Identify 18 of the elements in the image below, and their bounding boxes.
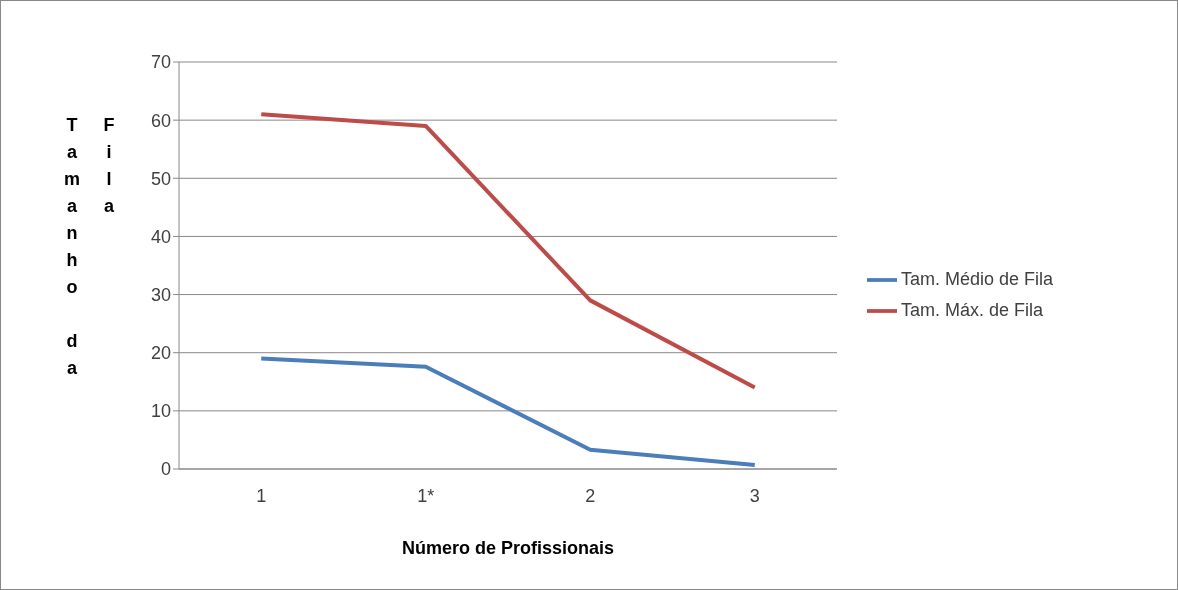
legend-label: Tam. Máx. de Fila — [901, 300, 1044, 320]
y-axis-title: Tamanho da Fila — [61, 115, 120, 387]
y-tick-label: 70 — [150, 52, 171, 73]
y-tick-label: 20 — [150, 343, 171, 364]
y-tick-label: 60 — [150, 110, 171, 131]
x-tick-label: 3 — [749, 485, 760, 506]
y-tick-label: 40 — [150, 226, 171, 247]
y-tick-label: 50 — [150, 168, 171, 189]
x-axis-title: Número de Profissionais — [401, 537, 615, 558]
line-series — [259, 112, 757, 390]
y-tick-label: 0 — [160, 459, 171, 480]
x-tick-label: 2 — [585, 485, 596, 506]
y-tick-label: 30 — [150, 284, 171, 305]
x-tick-label: 1 — [256, 485, 267, 506]
x-tick-label: 1* — [417, 485, 435, 506]
line-series — [259, 356, 757, 467]
legend-label: Tam. Médio de Fila — [901, 268, 1054, 289]
y-tick-label: 10 — [150, 401, 171, 422]
